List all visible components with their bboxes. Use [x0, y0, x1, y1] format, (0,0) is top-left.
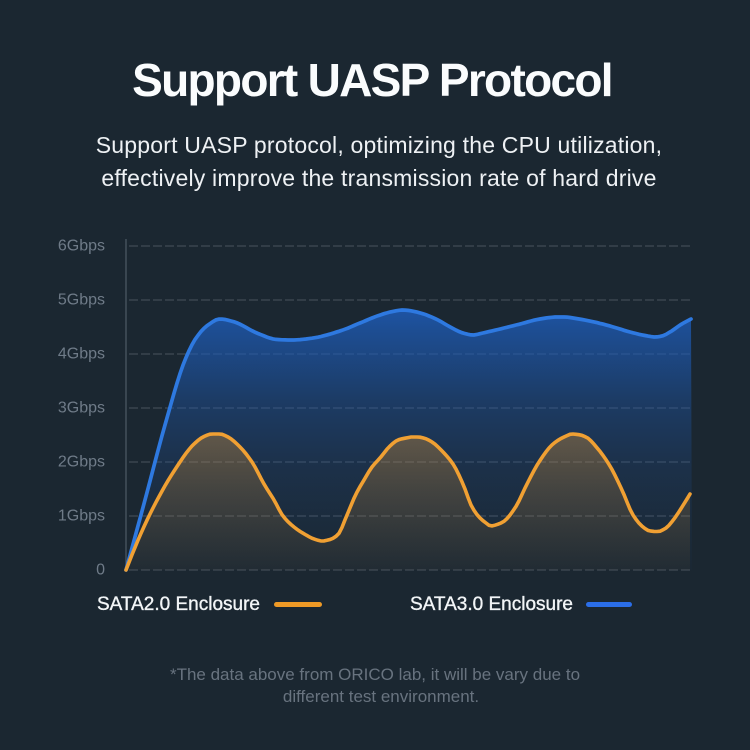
svg-text:0: 0 [96, 562, 105, 579]
svg-text:4Gbps: 4Gbps [58, 346, 105, 363]
svg-text:6Gbps: 6Gbps [58, 238, 105, 255]
svg-text:2Gbps: 2Gbps [58, 454, 105, 471]
svg-text:5Gbps: 5Gbps [58, 292, 105, 309]
svg-text:3Gbps: 3Gbps [58, 400, 105, 417]
svg-text:1Gbps: 1Gbps [58, 508, 105, 525]
